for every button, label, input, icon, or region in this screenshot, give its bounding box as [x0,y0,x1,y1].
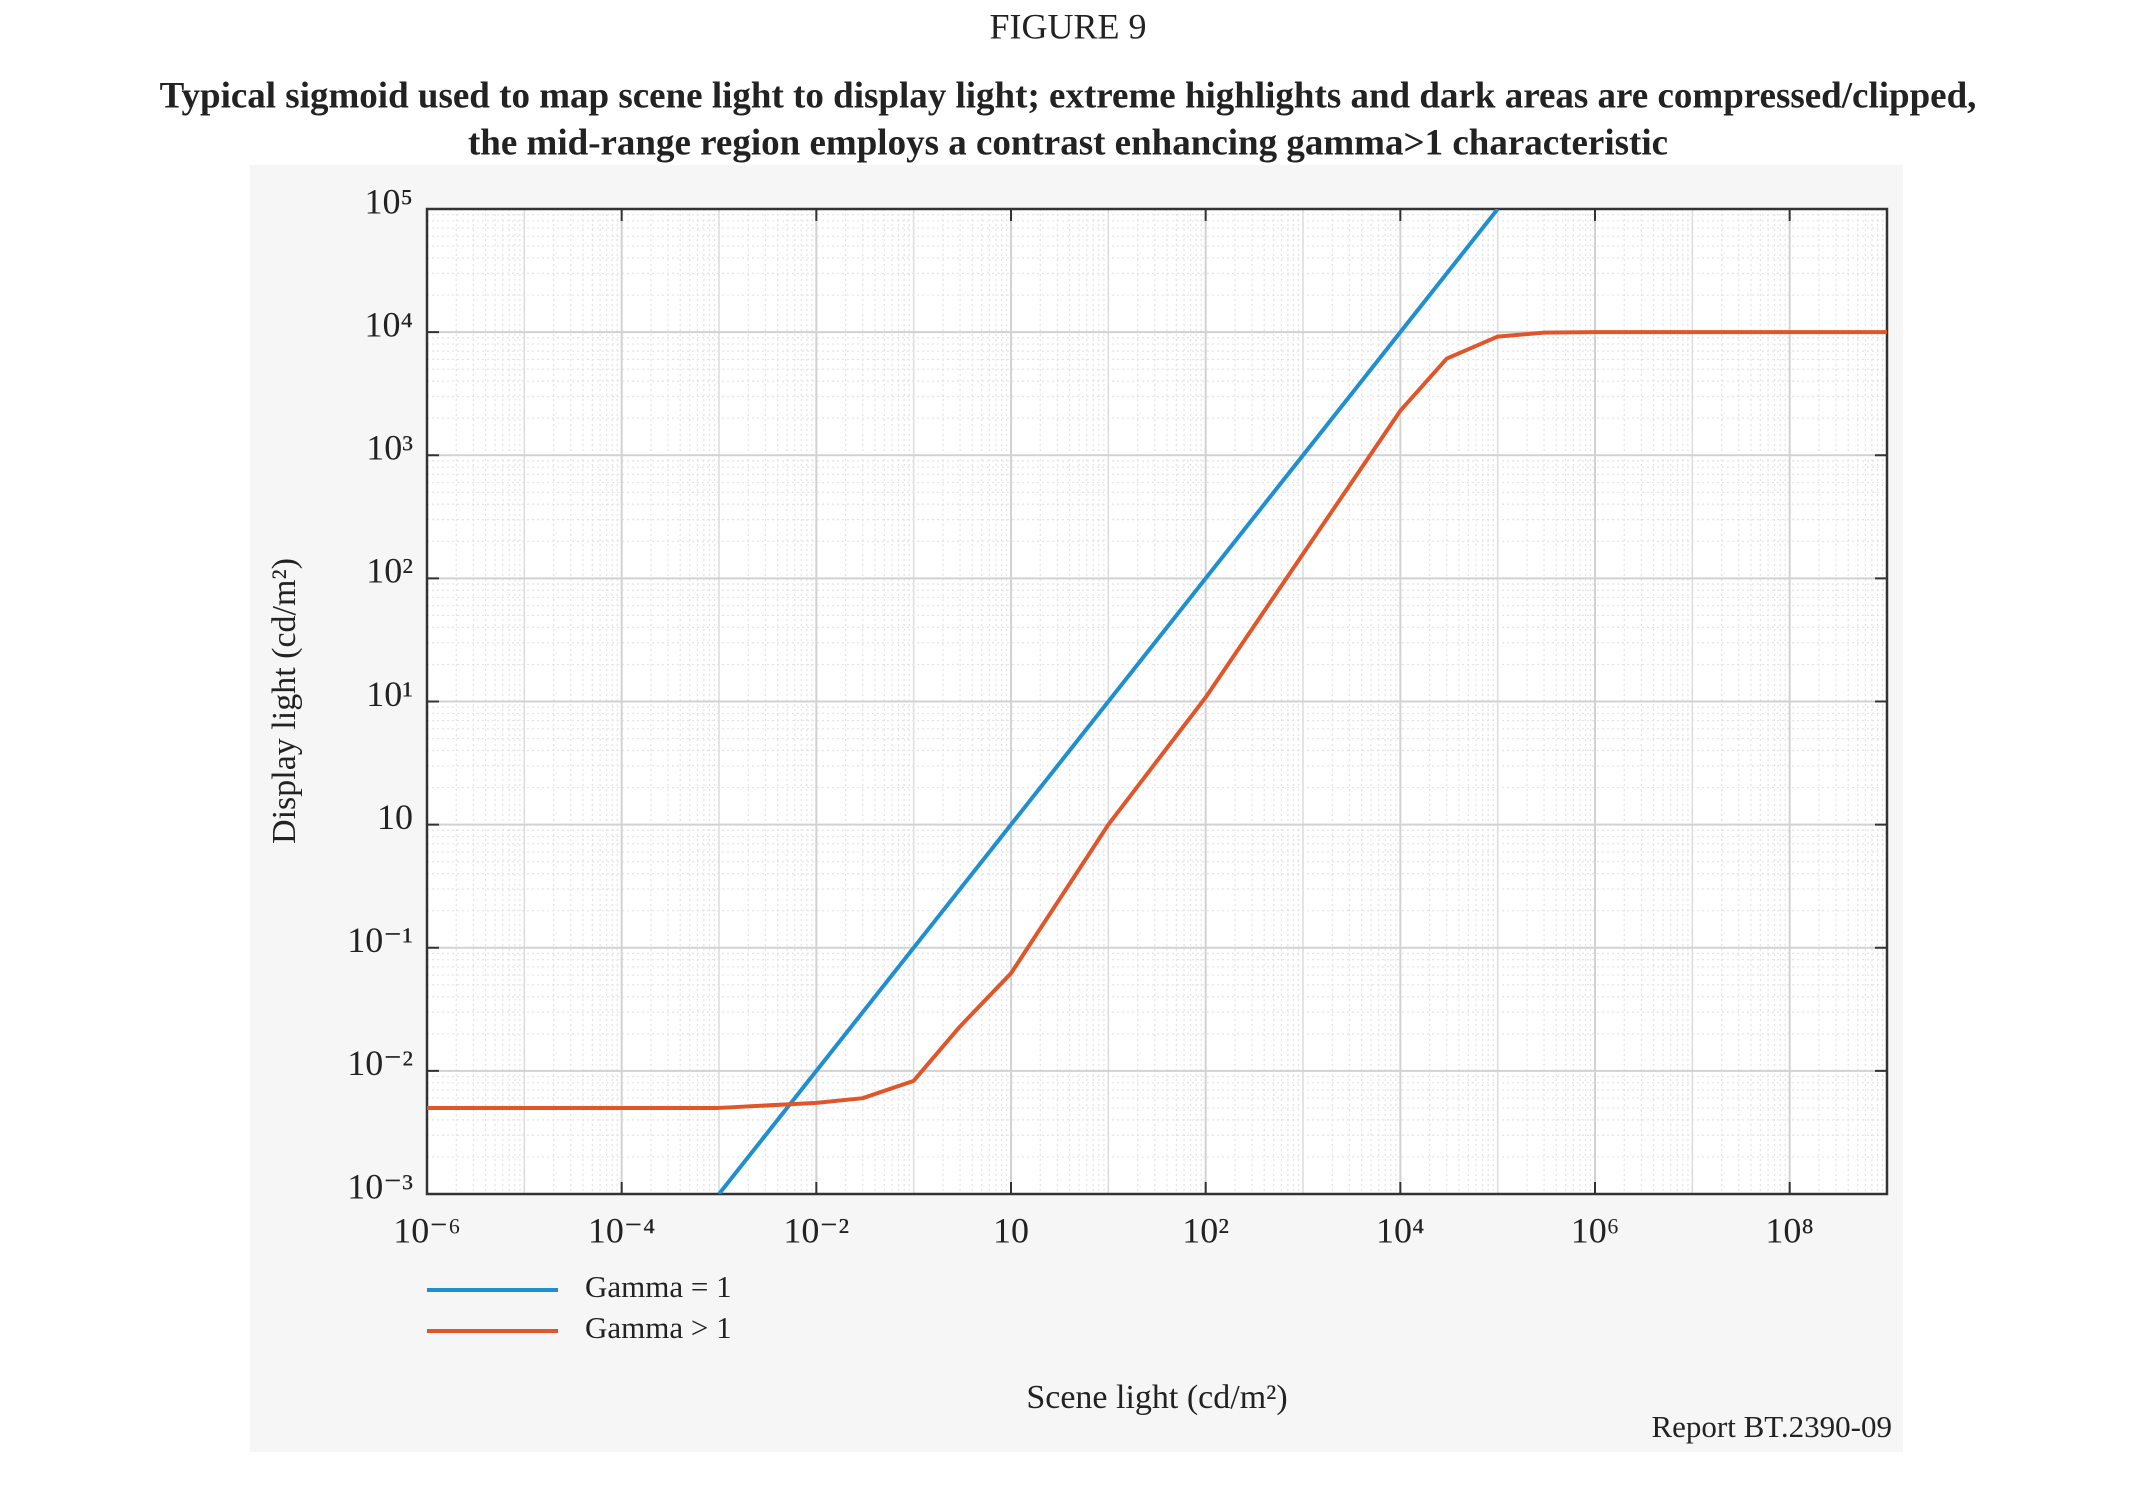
report-note: Report BT.2390-09 [1651,1409,1892,1444]
y-tick-label: 10 [377,797,413,837]
figure-number: FIGURE 9 [989,6,1146,46]
y-tick-label: 10⁻¹ [347,920,413,960]
x-tick-label: 10⁴ [1376,1210,1425,1250]
chart-subtitle: Typical sigmoid used to map scene light … [160,75,1977,116]
y-tick-label: 10¹ [366,674,413,714]
y-tick-label: 10³ [366,428,413,468]
plot-frame [425,207,1889,1196]
y-axis-label: Display light (cd/m²) [266,558,303,844]
x-tick-label: 10⁸ [1765,1210,1814,1250]
x-tick-label: 10⁻⁴ [588,1210,656,1250]
y-tick-label: 10⁴ [364,304,413,344]
x-tick-label: 10 [993,1210,1029,1250]
x-axis-label: Scene light (cd/m²) [1026,1379,1287,1416]
legend-label: Gamma > 1 [585,1310,732,1345]
x-tick-label: 10⁶ [1571,1210,1620,1250]
chart-subtitle: the mid-range region employs a contrast … [468,122,1668,163]
x-tick-label: 10⁻² [783,1210,849,1250]
x-tick-label: 10² [1182,1210,1229,1250]
y-tick-label: 10² [366,551,413,591]
legend-label: Gamma = 1 [585,1269,732,1304]
y-tick-label: 10⁻³ [347,1166,413,1206]
x-tick-label: 10⁻⁶ [393,1210,461,1250]
y-tick-label: 10⁵ [364,181,413,221]
y-tick-label: 10⁻² [347,1043,413,1083]
data-line [717,209,1500,1194]
data-line [427,330,1887,1110]
